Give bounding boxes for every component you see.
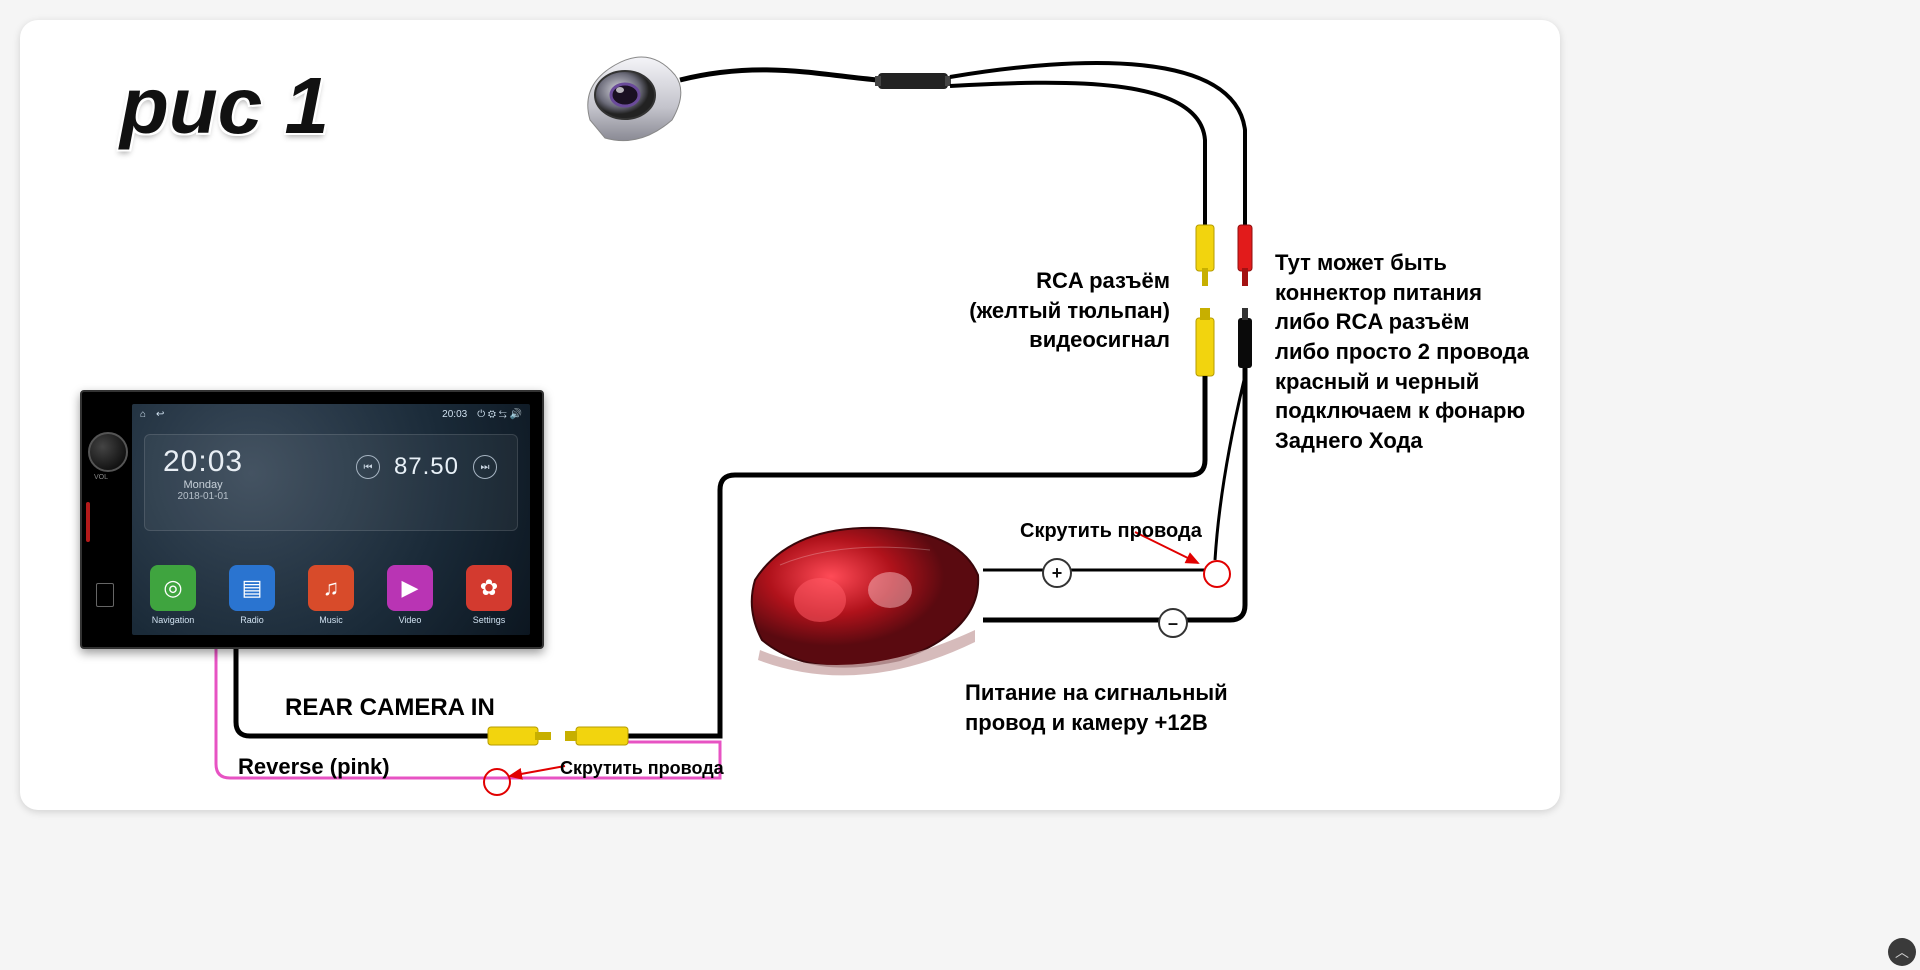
app-icon: ✿ [466, 565, 512, 611]
clock-date: 2018-01-01 [163, 491, 243, 502]
headunit-screen: ⌂ ↩ 20:03 ⏻ ⚙ ⇆ 🔊 20:03 Monday 2018-01-0… [132, 404, 530, 635]
twist-node-top-icon [1203, 560, 1231, 588]
app-icon: ♫ [308, 565, 354, 611]
home-icon: ⌂ [140, 409, 146, 420]
radio-freq: 87.50 [394, 453, 459, 481]
usb-port-icon [96, 583, 114, 607]
rca-headunit-left-icon [488, 727, 551, 745]
vol-label: VOL [94, 474, 108, 481]
rca-label-l3: видеосигнал [950, 325, 1170, 355]
rca-yellow-top-icon [1196, 225, 1214, 286]
power-red-plug-icon [1238, 225, 1252, 286]
diagram-canvas: рис 1 [20, 20, 1560, 810]
rca-label-l1: RCA разъём [950, 266, 1170, 296]
prev-icon: ⏮ [356, 455, 380, 479]
clock: 20:03 Monday 2018-01-01 [163, 445, 243, 502]
app-label: Video [381, 615, 439, 625]
red-accent [86, 502, 90, 542]
twist-top-label: Скрутить провода [1020, 518, 1202, 545]
clock-day: Monday [163, 479, 243, 491]
power-note: Тут может быть коннектор питания либо RC… [1275, 248, 1555, 456]
rca-label: RCA разъём (желтый тюльпан) видеосигнал [950, 266, 1170, 355]
clock-time: 20:03 [163, 445, 243, 479]
reverse-pink-label: Reverse (pink) [238, 752, 390, 782]
power-note-l6: подключаем к фонарю [1275, 396, 1555, 426]
scroll-to-top-button[interactable]: ︿ [1888, 938, 1916, 966]
power-note-l1: Тут может быть [1275, 248, 1555, 278]
app-label: Music [302, 615, 360, 625]
app-row: ◎ Navigation ▤ Radio ♫ Music ▶ Video ✿ Settings [144, 545, 518, 625]
app-icon: ◎ [150, 565, 196, 611]
status-time: 20:03 [442, 409, 467, 420]
app-label: Navigation [144, 615, 202, 625]
app-settings: ✿ Settings [460, 565, 518, 625]
status-bar: ⌂ ↩ 20:03 ⏻ ⚙ ⇆ 🔊 [132, 404, 530, 424]
clock-radio-widget: 20:03 Monday 2018-01-01 ⏮ 87.50 ⏭ [144, 434, 518, 531]
app-icon: ▤ [229, 565, 275, 611]
status-icons: ⏻ ⚙ ⇆ 🔊 [477, 409, 522, 420]
plus-terminal-icon: + [1042, 558, 1072, 588]
radio-widget: ⏮ 87.50 ⏭ [356, 453, 497, 481]
taillight-power-l2: провод и камеру +12В [965, 708, 1265, 738]
rear-camera-in-label: REAR CAMERA IN [285, 692, 495, 724]
app-label: Radio [223, 615, 281, 625]
twist-bottom-label: Скрутить провода [560, 756, 724, 780]
power-note-l3: либо RCA разъём [1275, 307, 1555, 337]
volume-knob-icon [88, 432, 128, 472]
power-note-l4: либо просто 2 провода [1275, 337, 1555, 367]
rca-headunit-right-icon [565, 727, 628, 745]
app-video: ▶ Video [381, 565, 439, 625]
power-note-l7: Заднего Хода [1275, 426, 1555, 456]
back-icon: ↩ [156, 409, 164, 420]
app-radio: ▤ Radio [223, 565, 281, 625]
taillight-icon [752, 528, 978, 676]
app-navigation: ◎ Navigation [144, 565, 202, 625]
app-label: Settings [460, 615, 518, 625]
app-music: ♫ Music [302, 565, 360, 625]
rear-camera-icon [588, 57, 681, 141]
power-note-l5: красный и черный [1275, 367, 1555, 397]
power-note-l2: коннектор питания [1275, 278, 1555, 308]
rca-yellow-bottom-icon [1196, 308, 1214, 376]
taillight-power-label: Питание на сигнальный провод и камеру +1… [965, 678, 1265, 737]
app-icon: ▶ [387, 565, 433, 611]
rca-label-l2: (желтый тюльпан) [950, 296, 1170, 326]
taillight-power-l1: Питание на сигнальный [965, 678, 1265, 708]
power-black-plug-icon [1238, 308, 1252, 368]
next-icon: ⏭ [473, 455, 497, 479]
figure-title: рис 1 [120, 60, 329, 152]
minus-terminal-icon: – [1158, 608, 1188, 638]
headunit: VOL ⌂ ↩ 20:03 ⏻ ⚙ ⇆ 🔊 20:03 Monday 2018-… [80, 390, 544, 649]
twist-node-bottom-icon [483, 768, 511, 796]
